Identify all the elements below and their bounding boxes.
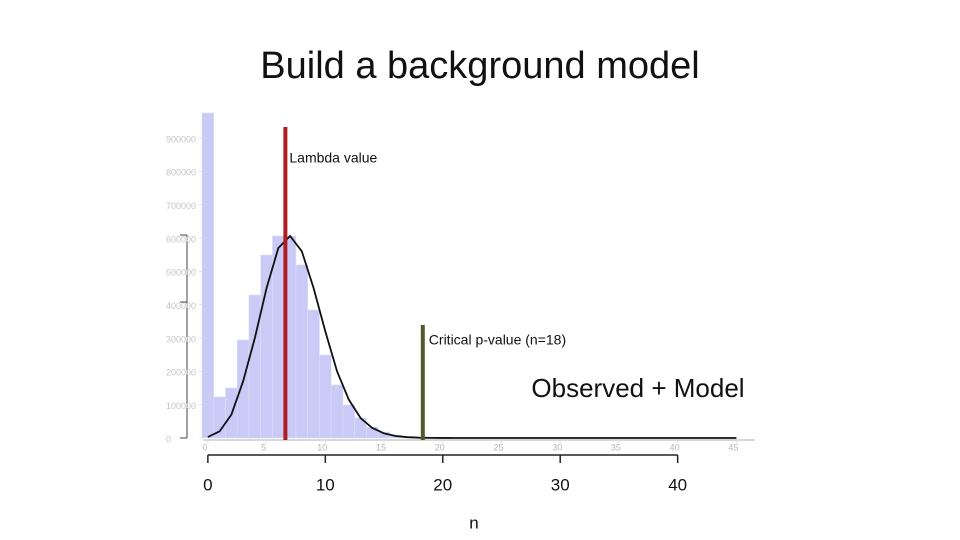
- annotation-label: Lambda value: [289, 150, 377, 166]
- y-tick-label: 100000: [166, 401, 196, 411]
- minor-x-tick-label: 20: [435, 442, 445, 452]
- minor-x-tick-label: 45: [728, 442, 738, 452]
- minor-x-tick-label: 40: [670, 442, 680, 452]
- bar: [330, 384, 344, 439]
- bar: [342, 404, 355, 439]
- bar: [319, 354, 332, 439]
- bar: [248, 294, 262, 439]
- x-tick-label: 40: [668, 475, 687, 494]
- y-tick-label: 300000: [166, 334, 196, 344]
- x-tick-label: 20: [433, 475, 452, 494]
- minor-x-tick-label: 10: [317, 442, 327, 452]
- x-tick-label: 0: [203, 475, 212, 494]
- y-tick-label: 700000: [166, 201, 196, 211]
- bar: [201, 112, 215, 439]
- x-tick-label: 10: [316, 475, 335, 494]
- minor-x-tick-label: 5: [261, 442, 266, 452]
- minor-x-tick-label: 25: [493, 442, 503, 452]
- minor-x-tick-label: 30: [552, 442, 562, 452]
- model-curve: [207, 234, 737, 439]
- bar: [260, 254, 273, 439]
- y-tick-label: 500000: [166, 268, 196, 278]
- annotation-label: Critical p-value (n=18): [429, 332, 566, 348]
- x-axis-label: n: [469, 513, 478, 532]
- y-tick-label: 400000: [166, 301, 196, 311]
- minor-x-tick-label: 0: [202, 442, 207, 452]
- y-tick-label: 200000: [166, 368, 196, 378]
- bar: [307, 309, 320, 439]
- caption: Observed + Model: [531, 373, 744, 403]
- y-tick-label: 600000: [166, 234, 196, 244]
- minor-x-tick-label: 15: [376, 442, 386, 452]
- y-tick-label: 800000: [166, 168, 196, 178]
- bar: [236, 339, 250, 439]
- slide-title: Build a background model: [260, 45, 699, 87]
- minor-x-tick-label: 35: [611, 442, 621, 452]
- y-tick-label: 900000: [166, 134, 196, 144]
- y-tick-label: 0: [166, 434, 171, 444]
- bar: [295, 264, 309, 439]
- bar: [272, 235, 285, 439]
- x-tick-label: 30: [551, 475, 570, 494]
